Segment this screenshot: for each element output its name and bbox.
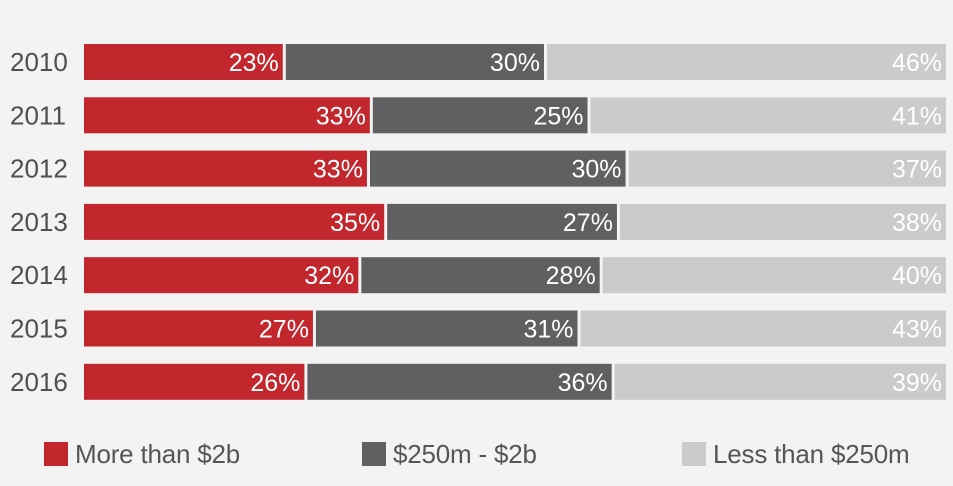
value-label-more-than-2b-2016: 26% <box>250 369 300 397</box>
value-label-less-than-250m-2013: 38% <box>892 209 942 237</box>
value-label-more-than-2b-2014: 32% <box>304 262 354 290</box>
bar-more-than-2b-2015 <box>84 310 313 347</box>
bar-less-than-250m-2010 <box>546 44 946 80</box>
bar-250m-to-2b-2013 <box>387 203 617 240</box>
bar-250m-to-2b-2016 <box>307 363 612 400</box>
bar-less-than-250m-2011 <box>590 97 946 134</box>
value-label-less-than-250m-2016: 39% <box>892 369 942 397</box>
category-label-2010: 2010 <box>10 47 68 77</box>
legend-swatch-less-than-250m <box>682 442 706 466</box>
value-label-less-than-250m-2011: 41% <box>892 102 942 130</box>
category-label-2014: 2014 <box>10 260 68 290</box>
bar-more-than-2b-2012 <box>84 150 367 187</box>
value-label-250m-to-2b-2015: 31% <box>523 316 573 344</box>
value-label-250m-to-2b-2012: 30% <box>572 156 622 184</box>
bar-250m-to-2b-2015 <box>315 310 578 347</box>
value-label-more-than-2b-2010: 23% <box>229 49 279 77</box>
bar-250m-to-2b-2012 <box>369 150 626 187</box>
legend-item-more-than-2b: More than $2b <box>44 436 240 472</box>
value-label-less-than-250m-2010: 46% <box>892 49 942 77</box>
stacked-bar-chart: 23% 30% 46% 33% 25% 41% 33% 30% 37% 35% 27% 38% 32% 2… <box>10 44 946 400</box>
bar-less-than-250m-2015 <box>580 310 946 347</box>
legend-label-less-than-250m: Less than $250m <box>713 438 910 469</box>
value-label-250m-to-2b-2016: 36% <box>558 369 608 397</box>
bar-more-than-2b-2014 <box>84 257 359 294</box>
category-labels-layer: 2010 2011 2012 2013 2014 2015 2016 <box>10 47 68 397</box>
bar-more-than-2b-2013 <box>84 203 385 240</box>
value-label-more-than-2b-2013: 35% <box>330 209 380 237</box>
value-label-more-than-2b-2012: 33% <box>313 156 363 184</box>
bar-250m-to-2b-2010 <box>285 44 544 80</box>
value-labels-layer: 23% 30% 46% 33% 25% 41% 33% 30% 37% 35% 27% 38% 32% 2… <box>229 49 942 397</box>
bar-less-than-250m-2013 <box>619 203 946 240</box>
bar-less-than-250m-2012 <box>628 150 946 187</box>
category-label-2015: 2015 <box>10 314 68 344</box>
value-label-less-than-250m-2015: 43% <box>892 316 942 344</box>
legend-label-more-than-2b: More than $2b <box>75 438 241 469</box>
category-label-2012: 2012 <box>10 154 68 184</box>
bar-more-than-2b-2010 <box>84 44 283 80</box>
category-label-2013: 2013 <box>10 207 68 237</box>
legend-swatch-more-than-2b <box>44 442 68 466</box>
legend-item-250m-to-2b: $250m - $2b <box>362 436 537 472</box>
category-label-2011: 2011 <box>10 100 66 130</box>
bar-250m-to-2b-2011 <box>372 97 588 134</box>
bar-less-than-250m-2014 <box>602 257 946 294</box>
value-label-more-than-2b-2011: 33% <box>316 102 366 130</box>
category-label-2016: 2016 <box>10 367 68 397</box>
value-label-250m-to-2b-2011: 25% <box>533 102 583 130</box>
legend: More than $2b $250m - $2b Less than $250… <box>0 436 953 472</box>
bar-less-than-250m-2016 <box>614 363 946 400</box>
legend-label-250m-to-2b: $250m - $2b <box>393 438 537 469</box>
bars-layer <box>84 44 946 400</box>
bar-more-than-2b-2011 <box>84 97 370 134</box>
legend-swatch-250m-to-2b <box>362 442 386 466</box>
value-label-250m-to-2b-2013: 27% <box>563 209 613 237</box>
value-label-250m-to-2b-2010: 30% <box>490 49 540 77</box>
legend-item-less-than-250m: Less than $250m <box>682 436 910 472</box>
value-label-less-than-250m-2012: 37% <box>892 156 942 184</box>
value-label-250m-to-2b-2014: 28% <box>546 262 596 290</box>
bar-250m-to-2b-2014 <box>361 257 600 294</box>
value-label-less-than-250m-2014: 40% <box>892 262 942 290</box>
bar-more-than-2b-2016 <box>84 363 305 400</box>
value-label-more-than-2b-2015: 27% <box>259 316 309 344</box>
